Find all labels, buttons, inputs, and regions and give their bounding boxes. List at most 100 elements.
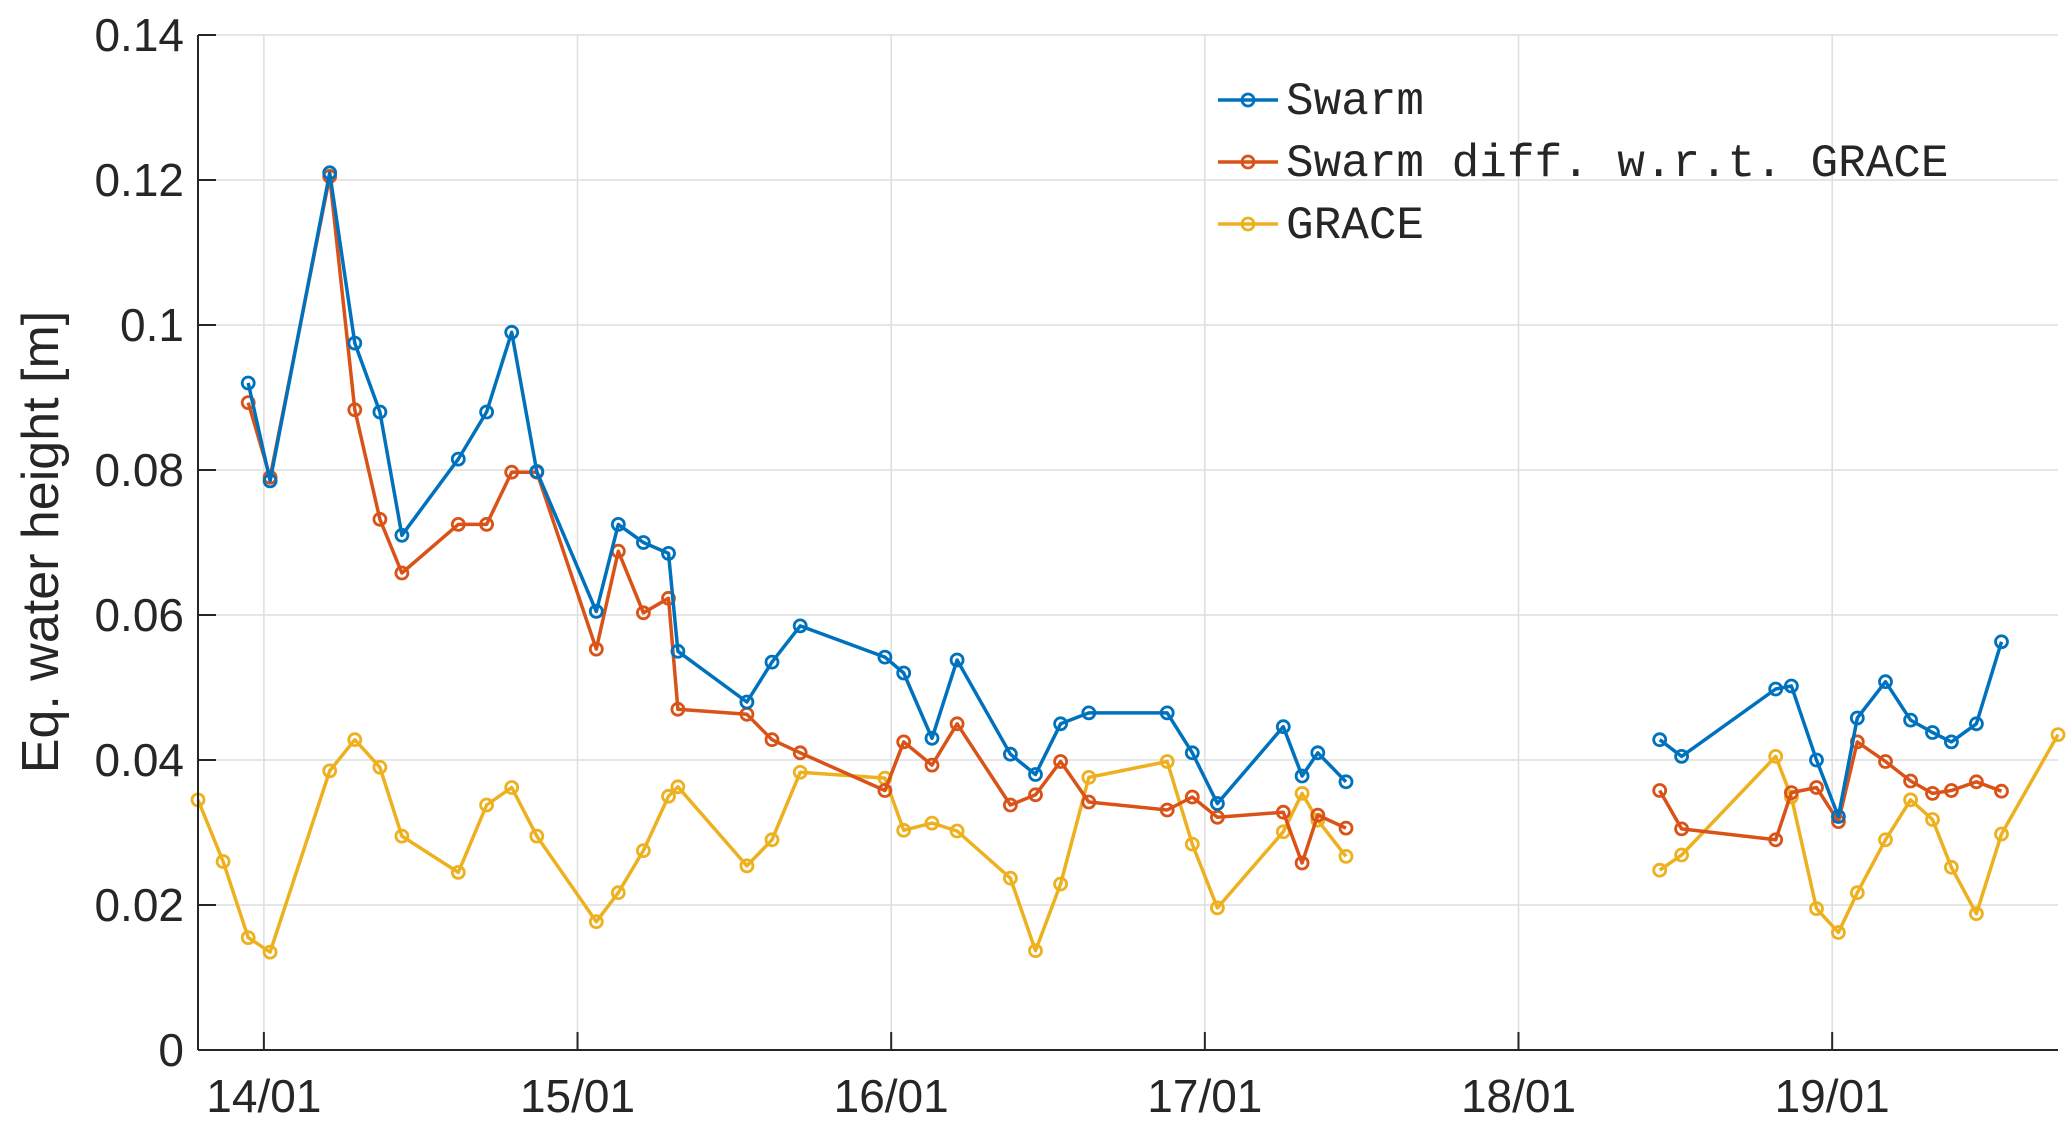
series-1-point-22 <box>1003 797 1018 813</box>
series-2-point-39 <box>1809 901 1824 916</box>
series-2-point-42 <box>1878 832 1893 848</box>
series-0-point-22 <box>1003 746 1018 762</box>
series-0-point-18 <box>877 649 893 665</box>
series-0-point-17 <box>792 618 808 634</box>
series-0-point-3 <box>347 335 363 351</box>
series-0-point-35 <box>1768 681 1784 697</box>
series-0-point-4 <box>372 404 388 420</box>
legend-label-2: GRACE <box>1286 200 1424 252</box>
series-1-point-30 <box>1294 855 1310 871</box>
series-1-point-6 <box>450 517 466 532</box>
tick-labels: 14/01 15/01 16/01 17/01 18/01 19/01 0 0.02 0.04 0… <box>94 9 1889 1122</box>
series-1-point-37 <box>1809 780 1824 795</box>
series-0-point-12 <box>636 535 651 550</box>
series-2-point-47 <box>1994 826 2009 842</box>
series-0-point-23 <box>1028 767 1043 782</box>
series-1-point-14 <box>670 701 686 717</box>
series-2-point-36 <box>1674 847 1689 863</box>
plot-area <box>198 35 2058 1050</box>
series-0-point-9 <box>529 464 545 479</box>
series-2-point-35 <box>1652 862 1668 878</box>
series-2-point-12 <box>588 914 604 930</box>
grid <box>198 34 2058 1051</box>
series-1-point-32 <box>1338 820 1354 836</box>
series-1-point-17 <box>792 745 808 761</box>
series-2-point-7 <box>394 828 410 844</box>
series-0-point-38 <box>1831 809 1846 824</box>
series-2-point-17 <box>739 858 755 874</box>
series-1-point-23 <box>1028 787 1043 803</box>
series-0-point-45 <box>1994 634 2009 650</box>
legend-marker-2 <box>1240 216 1256 232</box>
series-2-point-3 <box>262 944 278 960</box>
series-1-point-41 <box>1903 773 1918 789</box>
x-tick-label-3: 17/01 <box>1147 1070 1262 1122</box>
series-1-point-5 <box>394 565 410 581</box>
x-tick-label-2: 16/01 <box>834 1070 949 1122</box>
x-tick-label-1: 15/01 <box>520 1070 635 1122</box>
series-0-point-41 <box>1903 712 1918 728</box>
series-0-point-6 <box>450 451 466 467</box>
series-1-point-25 <box>1081 794 1097 810</box>
series-0-point-44 <box>1969 716 1984 732</box>
series-0-point-40 <box>1878 674 1893 690</box>
series-0-point-43 <box>1944 734 1959 750</box>
series-2-point-18 <box>764 832 780 848</box>
series-0-point-0 <box>240 375 256 391</box>
series-0-point-15 <box>739 694 755 710</box>
series-1-point-27 <box>1184 789 1200 805</box>
legend-marker-0 <box>1240 92 1256 108</box>
series-0-point-8 <box>504 324 520 340</box>
series-2-point-24 <box>1003 870 1018 886</box>
series-1-point-18 <box>877 783 893 798</box>
series-2-point-32 <box>1294 786 1310 801</box>
series-0-point-1 <box>262 473 278 489</box>
series-2-point-5 <box>347 732 363 748</box>
series-2-point-19 <box>792 764 808 780</box>
series-2-point-37 <box>1768 749 1784 764</box>
series-0-point-21 <box>949 652 965 668</box>
series-0-point-2 <box>322 165 338 181</box>
x-tick-label-5: 19/01 <box>1775 1070 1890 1122</box>
series-2-point-14 <box>636 843 651 858</box>
series-1-point-43 <box>1944 783 1959 798</box>
series-0-point-24 <box>1053 716 1068 732</box>
series-1-point-45 <box>1994 783 2009 799</box>
series-2-point-30 <box>1210 900 1225 916</box>
series-1-point-8 <box>504 464 520 480</box>
legend-label-0: Swarm <box>1286 76 1424 128</box>
series-1-point-44 <box>1969 774 1984 790</box>
series-2-point-9 <box>479 797 495 813</box>
series-0-point-25 <box>1081 705 1097 721</box>
series-0-point-5 <box>394 527 410 543</box>
series-2-line-0 <box>196 737 1348 954</box>
series-2-point-48 <box>2050 727 2066 742</box>
series-1-point-16 <box>764 732 780 748</box>
series-0-point-10 <box>588 604 604 619</box>
x-tick-label-0: 14/01 <box>206 1070 321 1122</box>
series-1-point-20 <box>924 757 940 773</box>
series-1-point-19 <box>896 734 912 750</box>
series-0-point-31 <box>1310 745 1326 761</box>
series-2-point-46 <box>1969 906 1984 922</box>
series-0-point-42 <box>1925 725 1940 740</box>
series-2-point-8 <box>450 865 466 880</box>
series-1-point-36 <box>1784 785 1799 800</box>
series-0-line-1 <box>1658 641 2004 819</box>
series-2-point-6 <box>372 759 388 775</box>
series-1-point-35 <box>1768 832 1784 848</box>
y-tick-label-6: 0.12 <box>94 154 184 206</box>
series-2-point-4 <box>322 763 338 779</box>
series-0-point-11 <box>610 517 626 532</box>
series-1-point-33 <box>1652 783 1668 798</box>
series-2-point-23 <box>949 823 965 839</box>
series-0-point-34 <box>1674 749 1689 764</box>
series-0-point-27 <box>1184 745 1200 761</box>
series-1-point-12 <box>636 605 651 621</box>
y-tick-label-3: 0.06 <box>94 589 184 641</box>
series-2-point-34 <box>1338 849 1354 864</box>
series-2-point-13 <box>610 885 626 901</box>
series-1-point-10 <box>588 641 604 657</box>
series-1-line-1 <box>1658 740 2003 842</box>
